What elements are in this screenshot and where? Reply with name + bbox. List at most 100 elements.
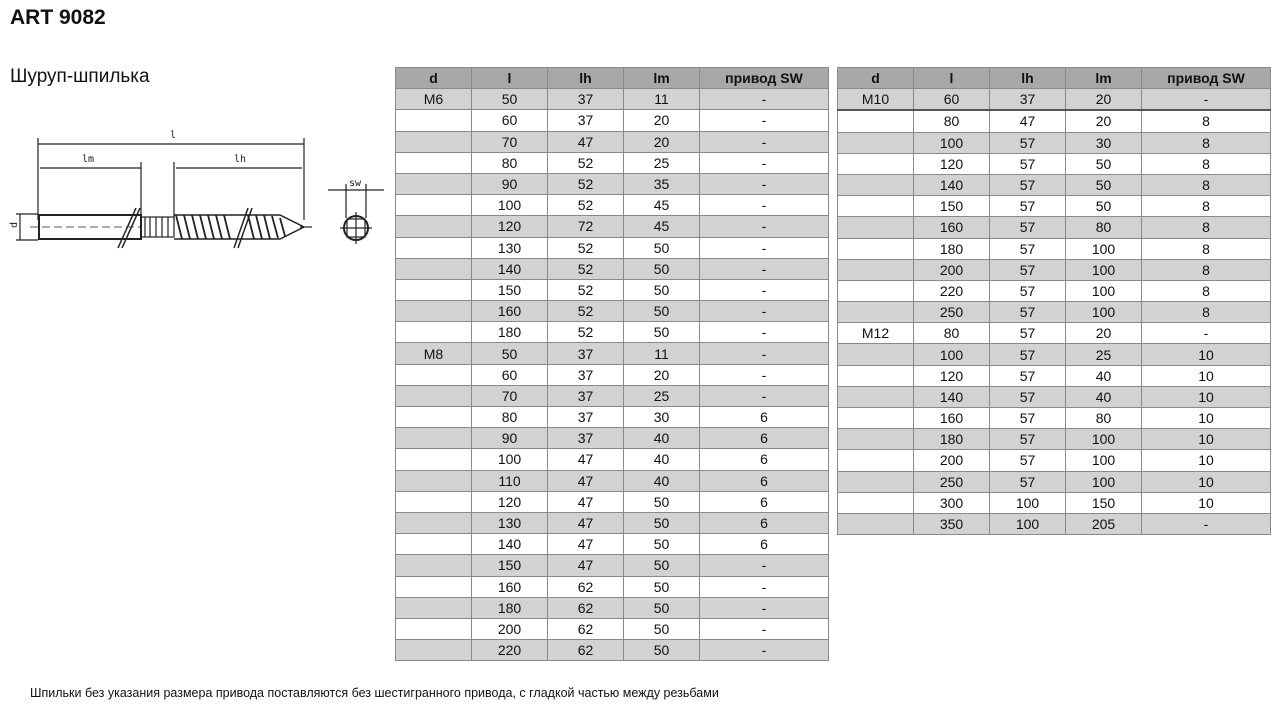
cell-length: 220 bbox=[913, 279, 990, 303]
cell-thread-length-lm: 50 bbox=[623, 236, 700, 259]
cell-length: 70 bbox=[471, 130, 548, 153]
header-row: d l lh lm привод SW bbox=[837, 66, 1271, 90]
cell-diameter bbox=[395, 511, 472, 535]
cell-length: 80 bbox=[471, 151, 548, 174]
size-table-m10-m12: d l lh lm привод SW M10 60 37 20-80 47 20 8 100 57 30 8… bbox=[837, 66, 1271, 536]
cell-thread-length-lh: 57 bbox=[989, 322, 1066, 345]
table-row: 140 57 50 8 bbox=[837, 173, 1271, 197]
cell-diameter bbox=[395, 490, 472, 513]
cell-thread-length-lh: 57 bbox=[989, 195, 1066, 218]
cell-thread-length-lm: 150 bbox=[1065, 491, 1142, 514]
cell-thread-length-lm: 205 bbox=[1065, 512, 1142, 536]
cell-thread-length-lh: 47 bbox=[547, 511, 624, 535]
cell-drive-sw: - bbox=[699, 109, 829, 132]
cell-thread-length-lh: 47 bbox=[547, 554, 624, 577]
table-row: 60 37 20- bbox=[395, 109, 829, 132]
cell-thread-length-lh: 57 bbox=[989, 470, 1066, 493]
cell-thread-length-lm: 40 bbox=[1065, 385, 1142, 409]
cell-thread-length-lm: 45 bbox=[623, 194, 700, 217]
cell-thread-length-lh: 62 bbox=[547, 596, 624, 619]
cell-diameter bbox=[837, 152, 914, 175]
cell-diameter bbox=[395, 257, 472, 280]
cell-diameter bbox=[837, 237, 914, 260]
table-row: 130 52 50- bbox=[395, 236, 829, 259]
cell-length: 160 bbox=[471, 575, 548, 598]
cell-length: 130 bbox=[471, 236, 548, 259]
cell-thread-length-lh: 57 bbox=[989, 406, 1066, 430]
table-row: 250 57 100 10 bbox=[837, 470, 1271, 493]
cell-length: 150 bbox=[471, 554, 548, 577]
cell-thread-length-lh: 57 bbox=[989, 428, 1066, 451]
table-row: M10 60 37 20- bbox=[837, 88, 1271, 112]
cell-length: 80 bbox=[913, 109, 990, 133]
cell-thread-length-lh: 62 bbox=[547, 575, 624, 598]
table-row: 120 72 45- bbox=[395, 215, 829, 238]
table-row: 140 57 40 10 bbox=[837, 385, 1271, 409]
cell-thread-length-lm: 20 bbox=[623, 363, 700, 386]
cell-thread-length-lm: 100 bbox=[1065, 449, 1142, 472]
table-row: 150 57 50 8 bbox=[837, 195, 1271, 218]
table-row: 160 52 50- bbox=[395, 300, 829, 323]
table-row: 80 47 20 8 bbox=[837, 109, 1271, 133]
cell-length: 250 bbox=[913, 301, 990, 324]
footnote: Шпильки без указания размера привода пос… bbox=[30, 686, 719, 700]
table-row: 130 47 50 6 bbox=[395, 511, 829, 535]
cell-thread-length-lm: 40 bbox=[623, 448, 700, 471]
cell-thread-length-lm: 100 bbox=[1065, 470, 1142, 493]
cell-diameter bbox=[837, 216, 914, 239]
cell-diameter bbox=[395, 469, 472, 492]
cell-drive-sw: - bbox=[699, 236, 829, 259]
cell-thread-length-lm: 45 bbox=[623, 215, 700, 238]
table-row: 120 57 50 8 bbox=[837, 152, 1271, 175]
column-header-thread-length-lh: lh bbox=[989, 66, 1066, 90]
cell-length: 160 bbox=[471, 300, 548, 323]
table-row: 90 37 40 6 bbox=[395, 427, 829, 450]
cell-thread-length-lm: 80 bbox=[1065, 216, 1142, 239]
cell-thread-length-lm: 50 bbox=[623, 554, 700, 577]
cell-length: 90 bbox=[471, 172, 548, 196]
cell-thread-length-lm: 50 bbox=[623, 321, 700, 344]
cell-drive-sw: - bbox=[699, 172, 829, 196]
cell-thread-length-lm: 100 bbox=[1065, 428, 1142, 451]
cell-drive-sw: - bbox=[699, 321, 829, 344]
cell-length: 70 bbox=[471, 384, 548, 408]
table-row: 90 52 35- bbox=[395, 172, 829, 196]
column-header-thread-length-lh: lh bbox=[547, 66, 624, 90]
cell-diameter bbox=[837, 364, 914, 387]
cell-length: 180 bbox=[471, 321, 548, 344]
cell-length: 50 bbox=[471, 342, 548, 365]
cell-drive-sw: 10 bbox=[1141, 491, 1271, 514]
cell-length: 150 bbox=[913, 195, 990, 218]
cell-thread-length-lh: 37 bbox=[547, 405, 624, 429]
cell-diameter bbox=[395, 236, 472, 259]
table-row: 160 57 80 10 bbox=[837, 406, 1271, 430]
cell-thread-length-lm: 50 bbox=[1065, 152, 1142, 175]
cell-drive-sw: 10 bbox=[1141, 406, 1271, 430]
cell-drive-sw: 8 bbox=[1141, 152, 1271, 175]
cell-diameter bbox=[837, 173, 914, 197]
cell-drive-sw: 6 bbox=[699, 427, 829, 450]
cell-thread-length-lh: 57 bbox=[989, 131, 1066, 154]
cell-drive-sw: - bbox=[1141, 88, 1271, 112]
cell-thread-length-lh: 37 bbox=[547, 384, 624, 408]
cell-thread-length-lm: 100 bbox=[1065, 258, 1142, 281]
cell-length: 200 bbox=[913, 449, 990, 472]
cell-drive-sw: - bbox=[699, 130, 829, 153]
table-row: 70 47 20- bbox=[395, 130, 829, 153]
cell-diameter bbox=[837, 279, 914, 303]
cell-thread-length-lh: 62 bbox=[547, 639, 624, 662]
cell-length: 140 bbox=[913, 385, 990, 409]
cell-thread-length-lh: 37 bbox=[547, 109, 624, 132]
cell-thread-length-lh: 57 bbox=[989, 343, 1066, 366]
cell-thread-length-lm: 11 bbox=[623, 342, 700, 365]
dim-label-lm: lm bbox=[82, 154, 94, 165]
cell-drive-sw: - bbox=[699, 151, 829, 174]
cell-thread-length-lm: 11 bbox=[623, 88, 700, 111]
table-row: 150 52 50- bbox=[395, 278, 829, 302]
table-row: M8 50 37 11- bbox=[395, 342, 829, 365]
table-row: 180 62 50- bbox=[395, 596, 829, 619]
cell-drive-sw: - bbox=[1141, 512, 1271, 536]
table-row: 120 47 50 6 bbox=[395, 490, 829, 513]
cell-diameter bbox=[395, 109, 472, 132]
cell-thread-length-lm: 50 bbox=[623, 639, 700, 662]
